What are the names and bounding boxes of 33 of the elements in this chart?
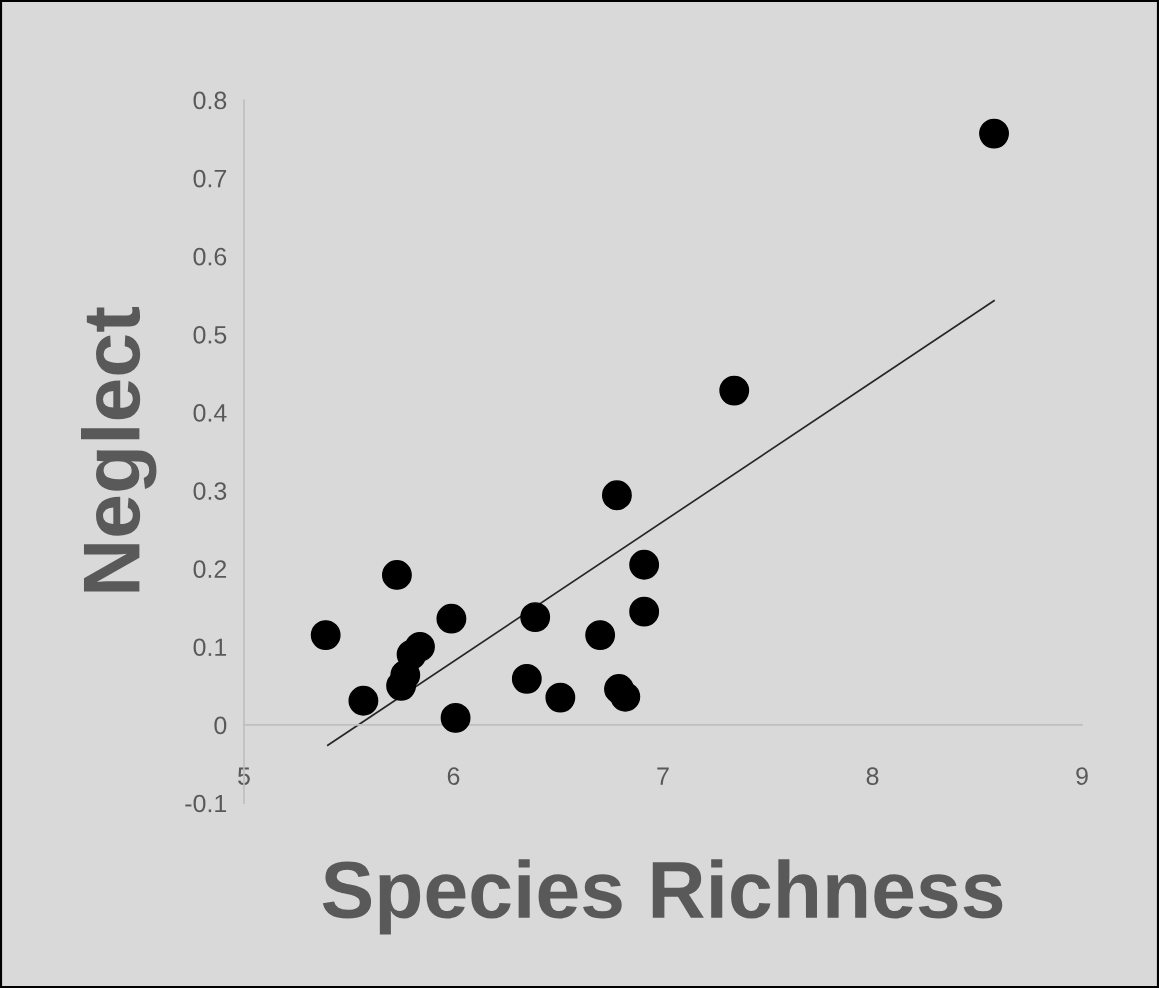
y-tick-label: 0.3 xyxy=(193,482,227,500)
x-tick-label: 8 xyxy=(866,767,879,785)
point xyxy=(511,663,542,694)
point xyxy=(520,602,551,633)
point xyxy=(545,682,576,713)
x-axis-title: Species Richness xyxy=(322,859,1003,935)
point xyxy=(348,685,379,716)
point xyxy=(585,620,616,651)
point xyxy=(610,681,641,712)
point xyxy=(310,620,341,651)
y-tick-label: 0.5 xyxy=(193,325,227,344)
y-tick-label: 0 xyxy=(214,716,227,735)
point xyxy=(979,118,1009,149)
x-tick-label: 9 xyxy=(1076,767,1088,785)
y-tick-label: 0.6 xyxy=(193,247,227,266)
point xyxy=(719,375,750,406)
point xyxy=(436,603,467,634)
y-tick-label: 0.8 xyxy=(193,91,227,110)
y-tick-label: 0.2 xyxy=(193,560,227,578)
point xyxy=(601,480,632,511)
x-tick-label: 5 xyxy=(238,767,250,785)
point xyxy=(381,560,412,590)
y-tick-label: -0.1 xyxy=(185,794,227,813)
y-tick-label: 0.1 xyxy=(193,638,227,657)
point xyxy=(629,549,660,580)
x-tick-label: 7 xyxy=(657,767,669,785)
y-tick-label: 0.4 xyxy=(193,404,227,422)
point xyxy=(405,631,435,662)
x-tick-label: 6 xyxy=(447,767,460,785)
point xyxy=(629,596,660,627)
point xyxy=(440,702,471,733)
y-axis-title: Neglect xyxy=(81,306,157,592)
y-tick-label: 0.7 xyxy=(193,169,227,188)
